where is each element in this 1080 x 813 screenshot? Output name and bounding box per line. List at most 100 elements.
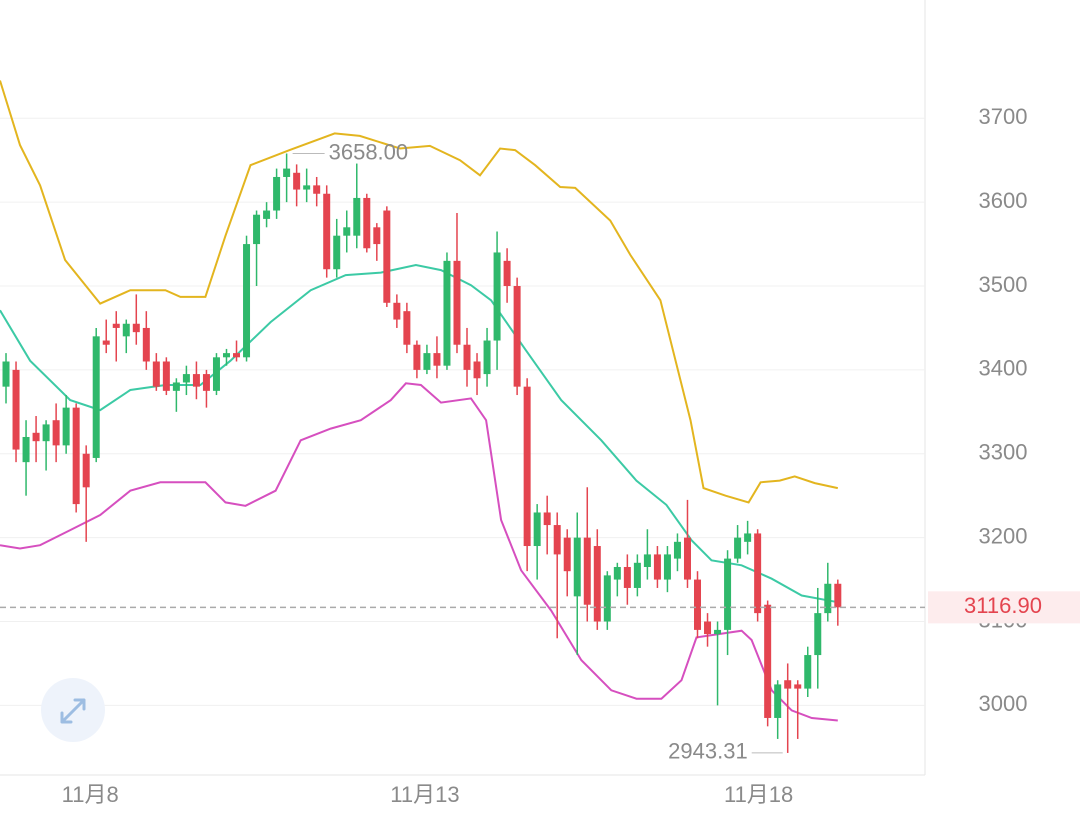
candle-body xyxy=(102,340,110,345)
candle-body xyxy=(283,168,291,177)
candle-body xyxy=(814,613,822,656)
candle-body xyxy=(473,361,481,379)
candle-body xyxy=(774,684,782,718)
candle-body xyxy=(172,382,180,391)
candle-body xyxy=(794,684,802,689)
candle-body xyxy=(112,323,120,328)
candle-body xyxy=(273,176,281,211)
candle-body xyxy=(744,533,752,542)
candle-body xyxy=(212,357,220,391)
candle-body xyxy=(403,311,411,345)
x-tick-label: 11月18 xyxy=(724,782,793,807)
candle-body xyxy=(42,424,50,442)
candle-body xyxy=(263,210,271,219)
candle-body xyxy=(343,227,351,236)
low-label: 2943.31 xyxy=(668,739,748,764)
candle-body xyxy=(784,680,792,689)
candle-body xyxy=(824,583,832,614)
candle-body xyxy=(573,537,581,597)
candle-body xyxy=(714,629,722,635)
candle-body xyxy=(673,541,681,559)
candle-body xyxy=(503,260,511,287)
candle-body xyxy=(142,327,150,362)
candle-body xyxy=(162,361,170,391)
y-tick-label: 3000 xyxy=(979,691,1028,716)
last-price-tag xyxy=(928,591,1080,624)
candle-body xyxy=(633,562,641,588)
candle-body xyxy=(303,185,311,190)
candle-body xyxy=(734,537,742,559)
candle-body xyxy=(613,566,621,580)
candle-body xyxy=(333,235,341,270)
candle-body xyxy=(453,260,461,345)
candle-body xyxy=(253,214,261,245)
candle-body xyxy=(152,361,160,387)
candle-body xyxy=(724,558,732,630)
candle-body xyxy=(493,252,501,341)
candle-body xyxy=(222,353,230,358)
candle-body xyxy=(483,340,491,375)
candle-body xyxy=(523,386,531,547)
candle-body xyxy=(423,353,431,370)
band-line xyxy=(0,263,838,604)
x-tick-label: 11月8 xyxy=(62,782,119,807)
candle-body xyxy=(62,407,70,446)
candle-body xyxy=(122,323,130,337)
candle-body xyxy=(834,583,842,608)
candle-body xyxy=(663,554,671,580)
y-tick-label: 3200 xyxy=(979,523,1028,548)
candle-body xyxy=(233,353,241,358)
candle-body xyxy=(313,185,321,194)
y-tick-label: 3400 xyxy=(979,356,1028,381)
candle-body xyxy=(243,244,251,358)
candle-body xyxy=(694,579,702,630)
candle-body xyxy=(92,336,100,458)
candle-body xyxy=(603,575,611,622)
candle-body xyxy=(653,554,661,580)
candle-body xyxy=(323,193,331,270)
candle-body xyxy=(293,172,301,190)
candle-body xyxy=(553,525,561,555)
candle-body xyxy=(383,210,391,303)
candle-body xyxy=(2,361,10,387)
candle-body xyxy=(623,566,631,588)
candle-body xyxy=(764,604,772,718)
candle-body xyxy=(533,512,541,547)
candle-body xyxy=(182,374,190,383)
candle-body xyxy=(72,407,80,505)
candle-body xyxy=(12,369,20,450)
candle-body xyxy=(643,554,651,567)
y-tick-label: 3300 xyxy=(979,440,1028,465)
candle-body xyxy=(704,621,712,635)
expand-button[interactable] xyxy=(41,678,105,742)
candle-body xyxy=(192,374,200,387)
candle-body xyxy=(32,432,40,442)
candle-body xyxy=(583,537,591,605)
candle-body xyxy=(463,344,471,370)
y-tick-label: 3500 xyxy=(979,272,1028,297)
candle-body xyxy=(683,537,691,580)
candle-body xyxy=(413,344,421,370)
candle-body xyxy=(52,420,60,446)
candle-body xyxy=(363,197,371,249)
candle-body xyxy=(563,537,571,572)
band-line xyxy=(0,80,839,504)
candle-body xyxy=(353,197,361,236)
candle-body xyxy=(433,353,441,366)
last-price-label: 3116.90 xyxy=(964,593,1042,618)
candle-body xyxy=(443,260,451,366)
y-tick-label: 3600 xyxy=(979,188,1028,213)
candle-body xyxy=(82,453,90,488)
candle-body xyxy=(513,286,521,387)
candle-body xyxy=(393,302,401,320)
candle-body xyxy=(804,655,812,689)
x-tick-label: 11月13 xyxy=(390,782,459,807)
candle-body xyxy=(754,533,762,614)
candle-body xyxy=(543,512,551,526)
candle-body xyxy=(22,436,30,463)
band-line xyxy=(0,382,838,722)
candle-body xyxy=(593,546,601,622)
candle-body xyxy=(202,374,210,391)
